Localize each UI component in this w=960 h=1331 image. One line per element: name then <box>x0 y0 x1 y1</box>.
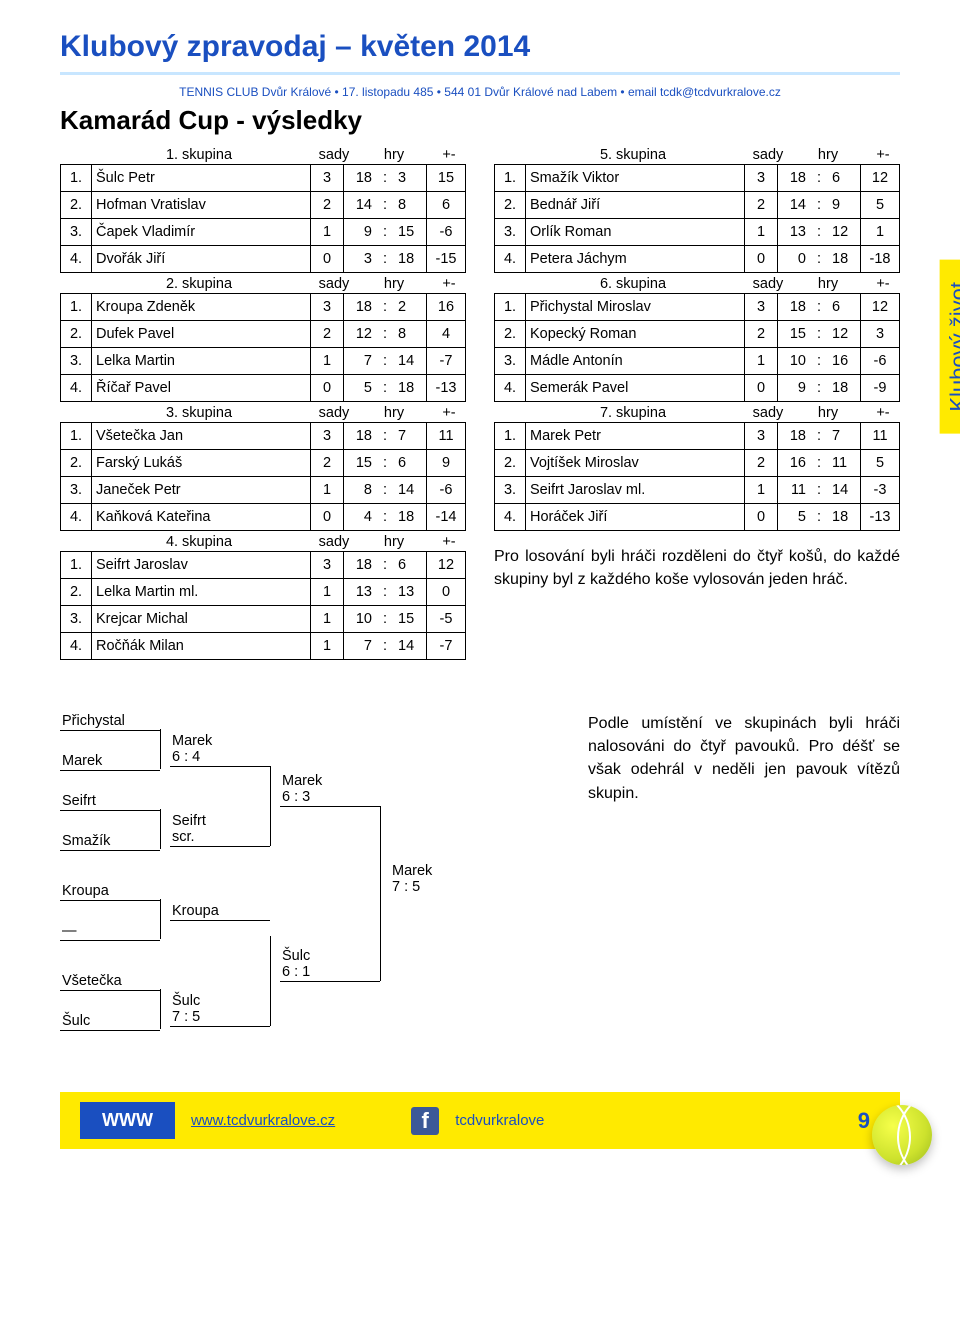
bracket-note: Podle umístění ve skupinách byli hráči n… <box>588 712 900 1042</box>
table-row: 1. Marek Petr 3 18 : 7 11 <box>495 423 900 450</box>
table-row: 3. Seifrt Jaroslav ml. 1 11 : 14 -3 <box>495 477 900 504</box>
table-row: 3. Čapek Vladimír 1 9 : 15 -6 <box>61 219 466 246</box>
group-table: 1. Smažík Viktor 3 18 : 6 12 2. Bednář J… <box>494 164 900 273</box>
bracket-result: Seifrtscr. <box>170 812 270 847</box>
table-row: 3. Mádle Antonín 1 10 : 16 -6 <box>495 348 900 375</box>
table-row: 3. Orlík Roman 1 13 : 12 1 <box>495 219 900 246</box>
table-row: 2. Kopecký Roman 2 15 : 12 3 <box>495 321 900 348</box>
group-table: 1. Marek Petr 3 18 : 7 11 2. Vojtíšek Mi… <box>494 422 900 531</box>
groups-columns: 1. skupina sady hry +- 1. Šulc Petr 3 18… <box>60 146 900 662</box>
table-row: 4. Semerák Pavel 0 9 : 18 -9 <box>495 375 900 402</box>
bracket: Přichystal Marek Seifrt Smažík Kroupa — Všeteč… <box>60 712 560 1042</box>
footer: WWW www.tcdvurkralove.cz f tcdvurkralove… <box>60 1092 900 1149</box>
group-header: 1. skupina sady hry +- <box>60 146 466 164</box>
table-row: 1. Seifrt Jaroslav 3 18 : 6 12 <box>61 552 466 579</box>
table-row: 2. Farský Lukáš 2 15 : 6 9 <box>61 450 466 477</box>
table-row: 1. Přichystal Miroslav 3 18 : 6 12 <box>495 294 900 321</box>
draw-note: Pro losování byli hráči rozděleni do čty… <box>494 545 900 591</box>
bracket-player: Šulc <box>60 1012 160 1031</box>
bracket-player: Smažík <box>60 832 160 851</box>
bracket-result: Šulc7 : 5 <box>170 992 270 1027</box>
section-title: Kamarád Cup - výsledky <box>60 105 900 136</box>
table-row: 2. Vojtíšek Miroslav 2 16 : 11 5 <box>495 450 900 477</box>
table-row: 2. Dufek Pavel 2 12 : 8 4 <box>61 321 466 348</box>
group-table: 1. Šulc Petr 3 18 : 3 15 2. Hofman Vrati… <box>60 164 466 273</box>
table-row: 1. Šulc Petr 3 18 : 3 15 <box>61 165 466 192</box>
table-row: 1. Kroupa Zdeněk 3 18 : 2 16 <box>61 294 466 321</box>
bracket-player: Přichystal <box>60 712 160 731</box>
table-row: 2. Bednář Jiří 2 14 : 9 5 <box>495 192 900 219</box>
www-button[interactable]: WWW <box>80 1102 175 1139</box>
bracket-result: Marek6 : 3 <box>280 772 380 807</box>
header-band: Klubový zpravodaj – květen 2014 <box>60 30 900 75</box>
bracket-player: Marek <box>60 752 160 771</box>
table-row: 4. Kaňková Kateřina 0 4 : 18 -14 <box>61 504 466 531</box>
group-header: 5. skupina sady hry +- <box>494 146 900 164</box>
col-left: 1. skupina sady hry +- 1. Šulc Petr 3 18… <box>60 146 466 662</box>
group-table: 1. Seifrt Jaroslav 3 18 : 6 12 2. Lelka … <box>60 551 466 660</box>
bracket-player: — <box>60 922 160 941</box>
group-header: 3. skupina sady hry +- <box>60 404 466 422</box>
table-row: 4. Ročňák Milan 1 7 : 14 -7 <box>61 633 466 660</box>
bracket-result: Šulc6 : 1 <box>280 947 380 982</box>
group-header: 6. skupina sady hry +- <box>494 275 900 293</box>
page: Klubový zpravodaj – květen 2014 TENNIS C… <box>0 0 960 1189</box>
table-row: 4. Dvořák Jiří 0 3 : 18 -15 <box>61 246 466 273</box>
lower-section: Přichystal Marek Seifrt Smažík Kroupa — Všeteč… <box>60 712 900 1042</box>
table-row: 1. Všetečka Jan 3 18 : 7 11 <box>61 423 466 450</box>
subheading: TENNIS CLUB Dvůr Králové • 17. listopadu… <box>60 85 900 99</box>
group-table: 1. Kroupa Zdeněk 3 18 : 2 16 2. Dufek Pa… <box>60 293 466 402</box>
bracket-result: Kroupa <box>170 902 270 921</box>
table-row: 3. Krejcar Michal 1 10 : 15 -5 <box>61 606 466 633</box>
page-title: Klubový zpravodaj – květen 2014 <box>60 30 900 64</box>
url-link[interactable]: www.tcdvurkralove.cz <box>191 1112 335 1129</box>
table-row: 1. Smažík Viktor 3 18 : 6 12 <box>495 165 900 192</box>
table-row: 4. Říčař Pavel 0 5 : 18 -13 <box>61 375 466 402</box>
table-row: 2. Lelka Martin ml. 1 13 : 13 0 <box>61 579 466 606</box>
group-header: 4. skupina sady hry +- <box>60 533 466 551</box>
group-header: 7. skupina sady hry +- <box>494 404 900 422</box>
bracket-player: Seifrt <box>60 792 160 811</box>
bracket-result: Marek6 : 4 <box>170 732 270 767</box>
table-row: 3. Lelka Martin 1 7 : 14 -7 <box>61 348 466 375</box>
tennis-ball-icon <box>872 1105 932 1165</box>
table-row: 4. Horáček Jiří 0 5 : 18 -13 <box>495 504 900 531</box>
page-number: 9 <box>858 1108 870 1134</box>
table-row: 3. Janeček Petr 1 8 : 14 -6 <box>61 477 466 504</box>
group-table: 1. Přichystal Miroslav 3 18 : 6 12 2. Ko… <box>494 293 900 402</box>
group-table: 1. Všetečka Jan 3 18 : 7 11 2. Farský Lu… <box>60 422 466 531</box>
facebook-icon[interactable]: f <box>411 1107 439 1135</box>
group-header: 2. skupina sady hry +- <box>60 275 466 293</box>
col-right: 5. skupina sady hry +- 1. Smažík Viktor … <box>494 146 900 662</box>
bracket-player: Kroupa <box>60 882 160 901</box>
side-label: Klubový život <box>940 260 960 434</box>
table-row: 4. Petera Jáchym 0 0 : 18 -18 <box>495 246 900 273</box>
table-row: 2. Hofman Vratislav 2 14 : 8 6 <box>61 192 466 219</box>
bracket-player: Všetečka <box>60 972 160 991</box>
facebook-text: tcdvurkralove <box>455 1112 544 1129</box>
bracket-winner: Marek7 : 5 <box>390 862 490 896</box>
